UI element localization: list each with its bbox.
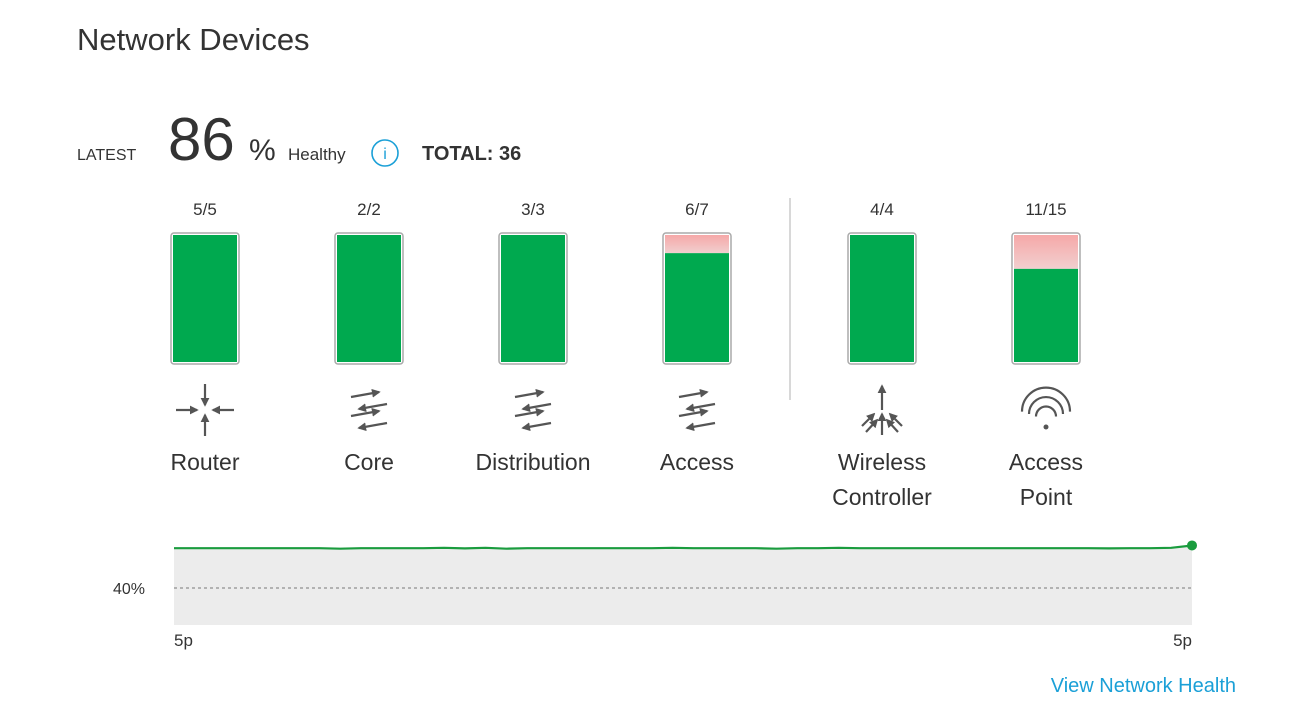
device-label: Wireless (838, 449, 926, 475)
bar-healthy (501, 235, 565, 362)
device-icon (678, 388, 716, 432)
device-label: Core (344, 449, 394, 475)
icon-arrow (521, 421, 552, 432)
x-tick-label: 5p (174, 631, 193, 650)
device-icon (350, 388, 388, 432)
total: TOTAL: 36 (422, 143, 521, 165)
device-icon (861, 384, 903, 435)
icon-arrow (685, 421, 716, 432)
icon-arrow (888, 412, 903, 427)
icon-dot (1043, 424, 1049, 430)
icon-wave (1027, 395, 1065, 415)
device-ratio: 6/7 (685, 200, 709, 219)
device-ratio: 2/2 (357, 200, 381, 219)
device-icon (514, 388, 552, 432)
icon-arrow (350, 407, 381, 418)
title: Network Devices (77, 22, 310, 57)
trend-line (174, 544, 1193, 550)
bar-healthy (665, 253, 729, 362)
icon-arrow (885, 418, 899, 433)
bar-unhealthy (665, 235, 729, 254)
device-ratio: 4/4 (870, 200, 894, 219)
icon-arrow (357, 421, 388, 432)
latest-point (1187, 540, 1197, 551)
trend-area (174, 545, 1192, 625)
device-label: Access (660, 449, 734, 475)
icon-arrow (865, 418, 879, 433)
icon-arrow (678, 388, 709, 399)
icon-arrow (521, 402, 552, 413)
device-label: Point (1020, 484, 1073, 510)
icon-arrow (685, 402, 716, 413)
icon-arrow (357, 402, 388, 413)
bar-healthy (1014, 268, 1078, 362)
device-ratio: 3/3 (521, 200, 545, 219)
view-network-health-link[interactable]: View Network Health (1051, 675, 1236, 697)
icon-arrow (514, 407, 545, 418)
device-ratio: 11/15 (1025, 200, 1066, 219)
device-label: Controller (832, 484, 932, 510)
info-icon-circle[interactable] (371, 139, 399, 167)
icon-arrow (861, 412, 876, 427)
icon-arrow (350, 388, 381, 399)
icon-wave (1020, 386, 1072, 412)
percent-unit: % (249, 134, 276, 167)
bar-healthy (337, 235, 401, 362)
device-label: Distribution (475, 449, 590, 475)
y-tick-label: 40% (113, 581, 145, 598)
x-tick-label: 5p (1173, 631, 1192, 650)
bar-unhealthy (1014, 235, 1078, 269)
latest-label: LATEST (77, 147, 137, 164)
icon-arrow (514, 388, 545, 399)
device-label: Router (170, 449, 239, 475)
health-label: Healthy (288, 145, 346, 164)
health-percent: 86 (168, 106, 235, 173)
icon-wave (1034, 405, 1058, 417)
device-label: Access (1009, 449, 1083, 475)
bar-healthy (173, 235, 237, 362)
device-ratio: 5/5 (193, 200, 217, 219)
bar-healthy (850, 235, 914, 362)
info-icon[interactable]: i (383, 146, 387, 163)
device-icon (176, 384, 234, 436)
device-icon (1020, 386, 1072, 430)
icon-arrow (678, 407, 709, 418)
